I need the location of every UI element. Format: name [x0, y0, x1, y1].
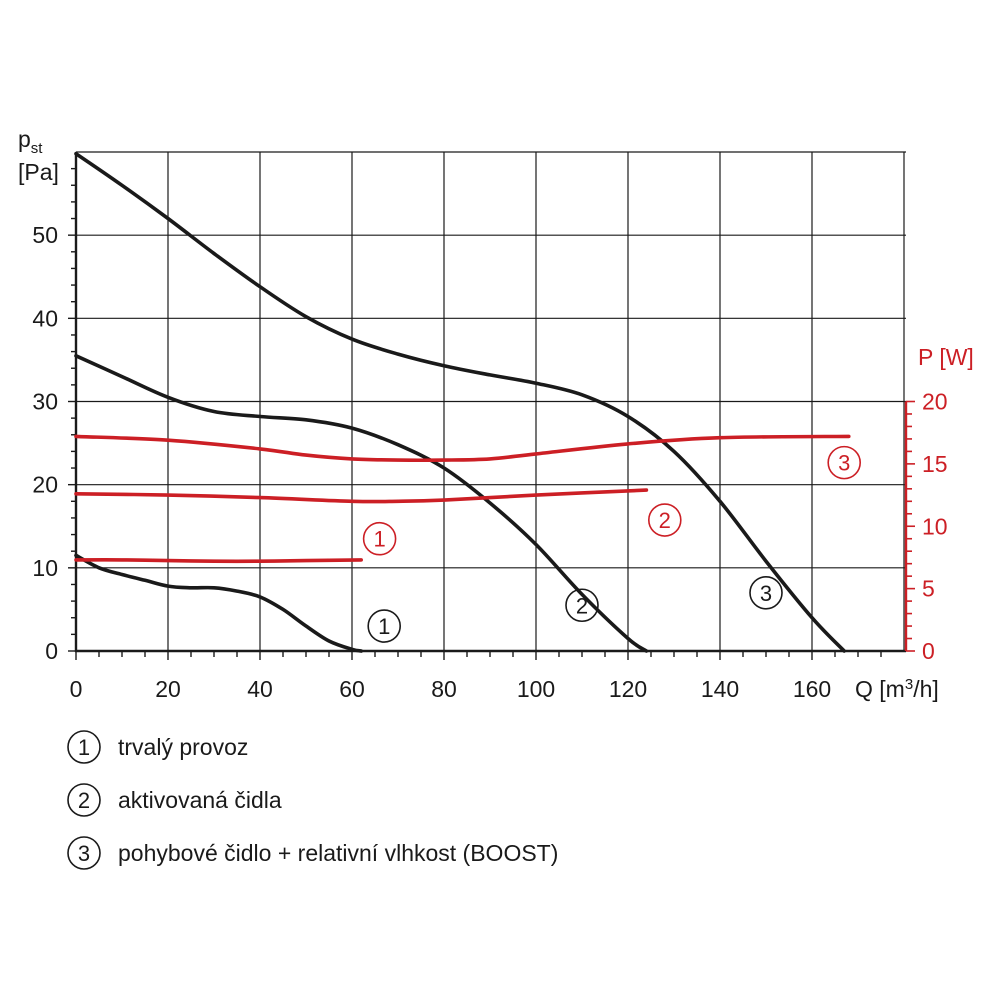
legend-marker-circle [67, 730, 101, 764]
legend-marker-label: 2 [78, 788, 90, 813]
legend-text: trvalý provoz [118, 734, 248, 760]
series-marker-label: 3 [760, 581, 772, 606]
x-axis-title: Q [m3/h] [855, 676, 939, 702]
x-tick-label: 140 [701, 676, 739, 702]
series-marker-circle [749, 575, 783, 610]
right-tick-label: 15 [922, 451, 948, 477]
y-tick-label: 50 [32, 222, 58, 248]
x-tick-label: 40 [247, 676, 273, 702]
legend-marker-circle [67, 836, 101, 870]
y-axis-title-main: p [18, 126, 31, 152]
legend: 1 trvalý provoz 2 aktivovaná čidla 3 pohybové… [67, 730, 558, 870]
series-marker-circle [367, 609, 402, 643]
grid [76, 151, 906, 651]
pressure-curve-marker-1: 1 [367, 609, 402, 643]
y-axis-title-sub: st [31, 140, 44, 157]
series-marker-label: 2 [576, 593, 588, 618]
x-axis-title-prefix: Q [m [855, 676, 905, 702]
series-marker-label: 1 [373, 527, 385, 552]
x-tick-label: 160 [793, 676, 831, 702]
power-curve-3 [74, 434, 851, 463]
power-curve-marker-3: 3 [827, 445, 862, 480]
series-marker-label: 2 [659, 508, 671, 533]
series-marker-circle [565, 588, 599, 623]
right-tick-label: 20 [922, 389, 948, 415]
y-axis-title: pst [18, 126, 43, 157]
pressure-curve-2 [74, 354, 649, 653]
pressure-curve-3 [74, 151, 846, 653]
series-marker-label: 3 [838, 451, 850, 476]
x-tick-label: 100 [517, 676, 555, 702]
power-curve-1 [74, 558, 363, 564]
legend-text: aktivovaná čidla [118, 787, 282, 813]
legend-text: pohybové čidlo + relativní vlhkost (BOOS… [118, 840, 558, 866]
right-tick-label: 10 [922, 513, 948, 539]
right-tick-label: 0 [922, 638, 935, 664]
right-axis-title: P [W] [918, 344, 974, 370]
pressure-curve-1 [74, 553, 363, 653]
axes: 0 10 20 30 40 50 0 20 40 60 80 100 120 140 160 0 5 10 15 20 [32, 152, 948, 702]
legend-marker-circle [67, 783, 101, 817]
x-tick-label: 120 [609, 676, 647, 702]
x-tick-label: 20 [155, 676, 181, 702]
series-marker-circle [362, 521, 397, 556]
axis-labels: pst [Pa] P [W] Q [m3/h] [18, 126, 974, 702]
legend-item: 3 pohybové čidlo + relativní vlhkost (BOO… [67, 836, 558, 870]
x-tick-label: 80 [431, 676, 457, 702]
series-marker-circle [647, 503, 682, 537]
right-tick-label: 5 [922, 576, 935, 602]
legend-item: 2 aktivovaná čidla [67, 783, 282, 817]
power-curve-marker-2: 2 [647, 503, 682, 537]
y-tick-label: 40 [32, 305, 58, 331]
y-axis-unit: [Pa] [18, 159, 59, 185]
x-axis-title-sup: 3 [905, 676, 913, 693]
curves: 1 2 3 1 2 3 [74, 151, 862, 653]
y-tick-label: 20 [32, 472, 58, 498]
power-curve-2 [74, 488, 649, 504]
legend-item: 1 trvalý provoz [67, 730, 248, 764]
y-tick-label: 10 [32, 555, 58, 581]
x-tick-label: 60 [339, 676, 365, 702]
pressure-curve-marker-3: 3 [749, 575, 783, 610]
x-tick-label: 0 [70, 676, 83, 702]
series-marker-label: 1 [378, 614, 390, 639]
series-marker-circle [827, 445, 862, 480]
power-curve-marker-1: 1 [362, 521, 397, 556]
x-axis-title-suffix: /h] [913, 676, 939, 702]
y-tick-label: 30 [32, 389, 58, 415]
y-tick-label: 0 [45, 638, 58, 664]
legend-marker-label: 3 [78, 841, 90, 866]
pressure-curve-marker-2: 2 [565, 588, 599, 623]
legend-marker-label: 1 [78, 735, 90, 760]
